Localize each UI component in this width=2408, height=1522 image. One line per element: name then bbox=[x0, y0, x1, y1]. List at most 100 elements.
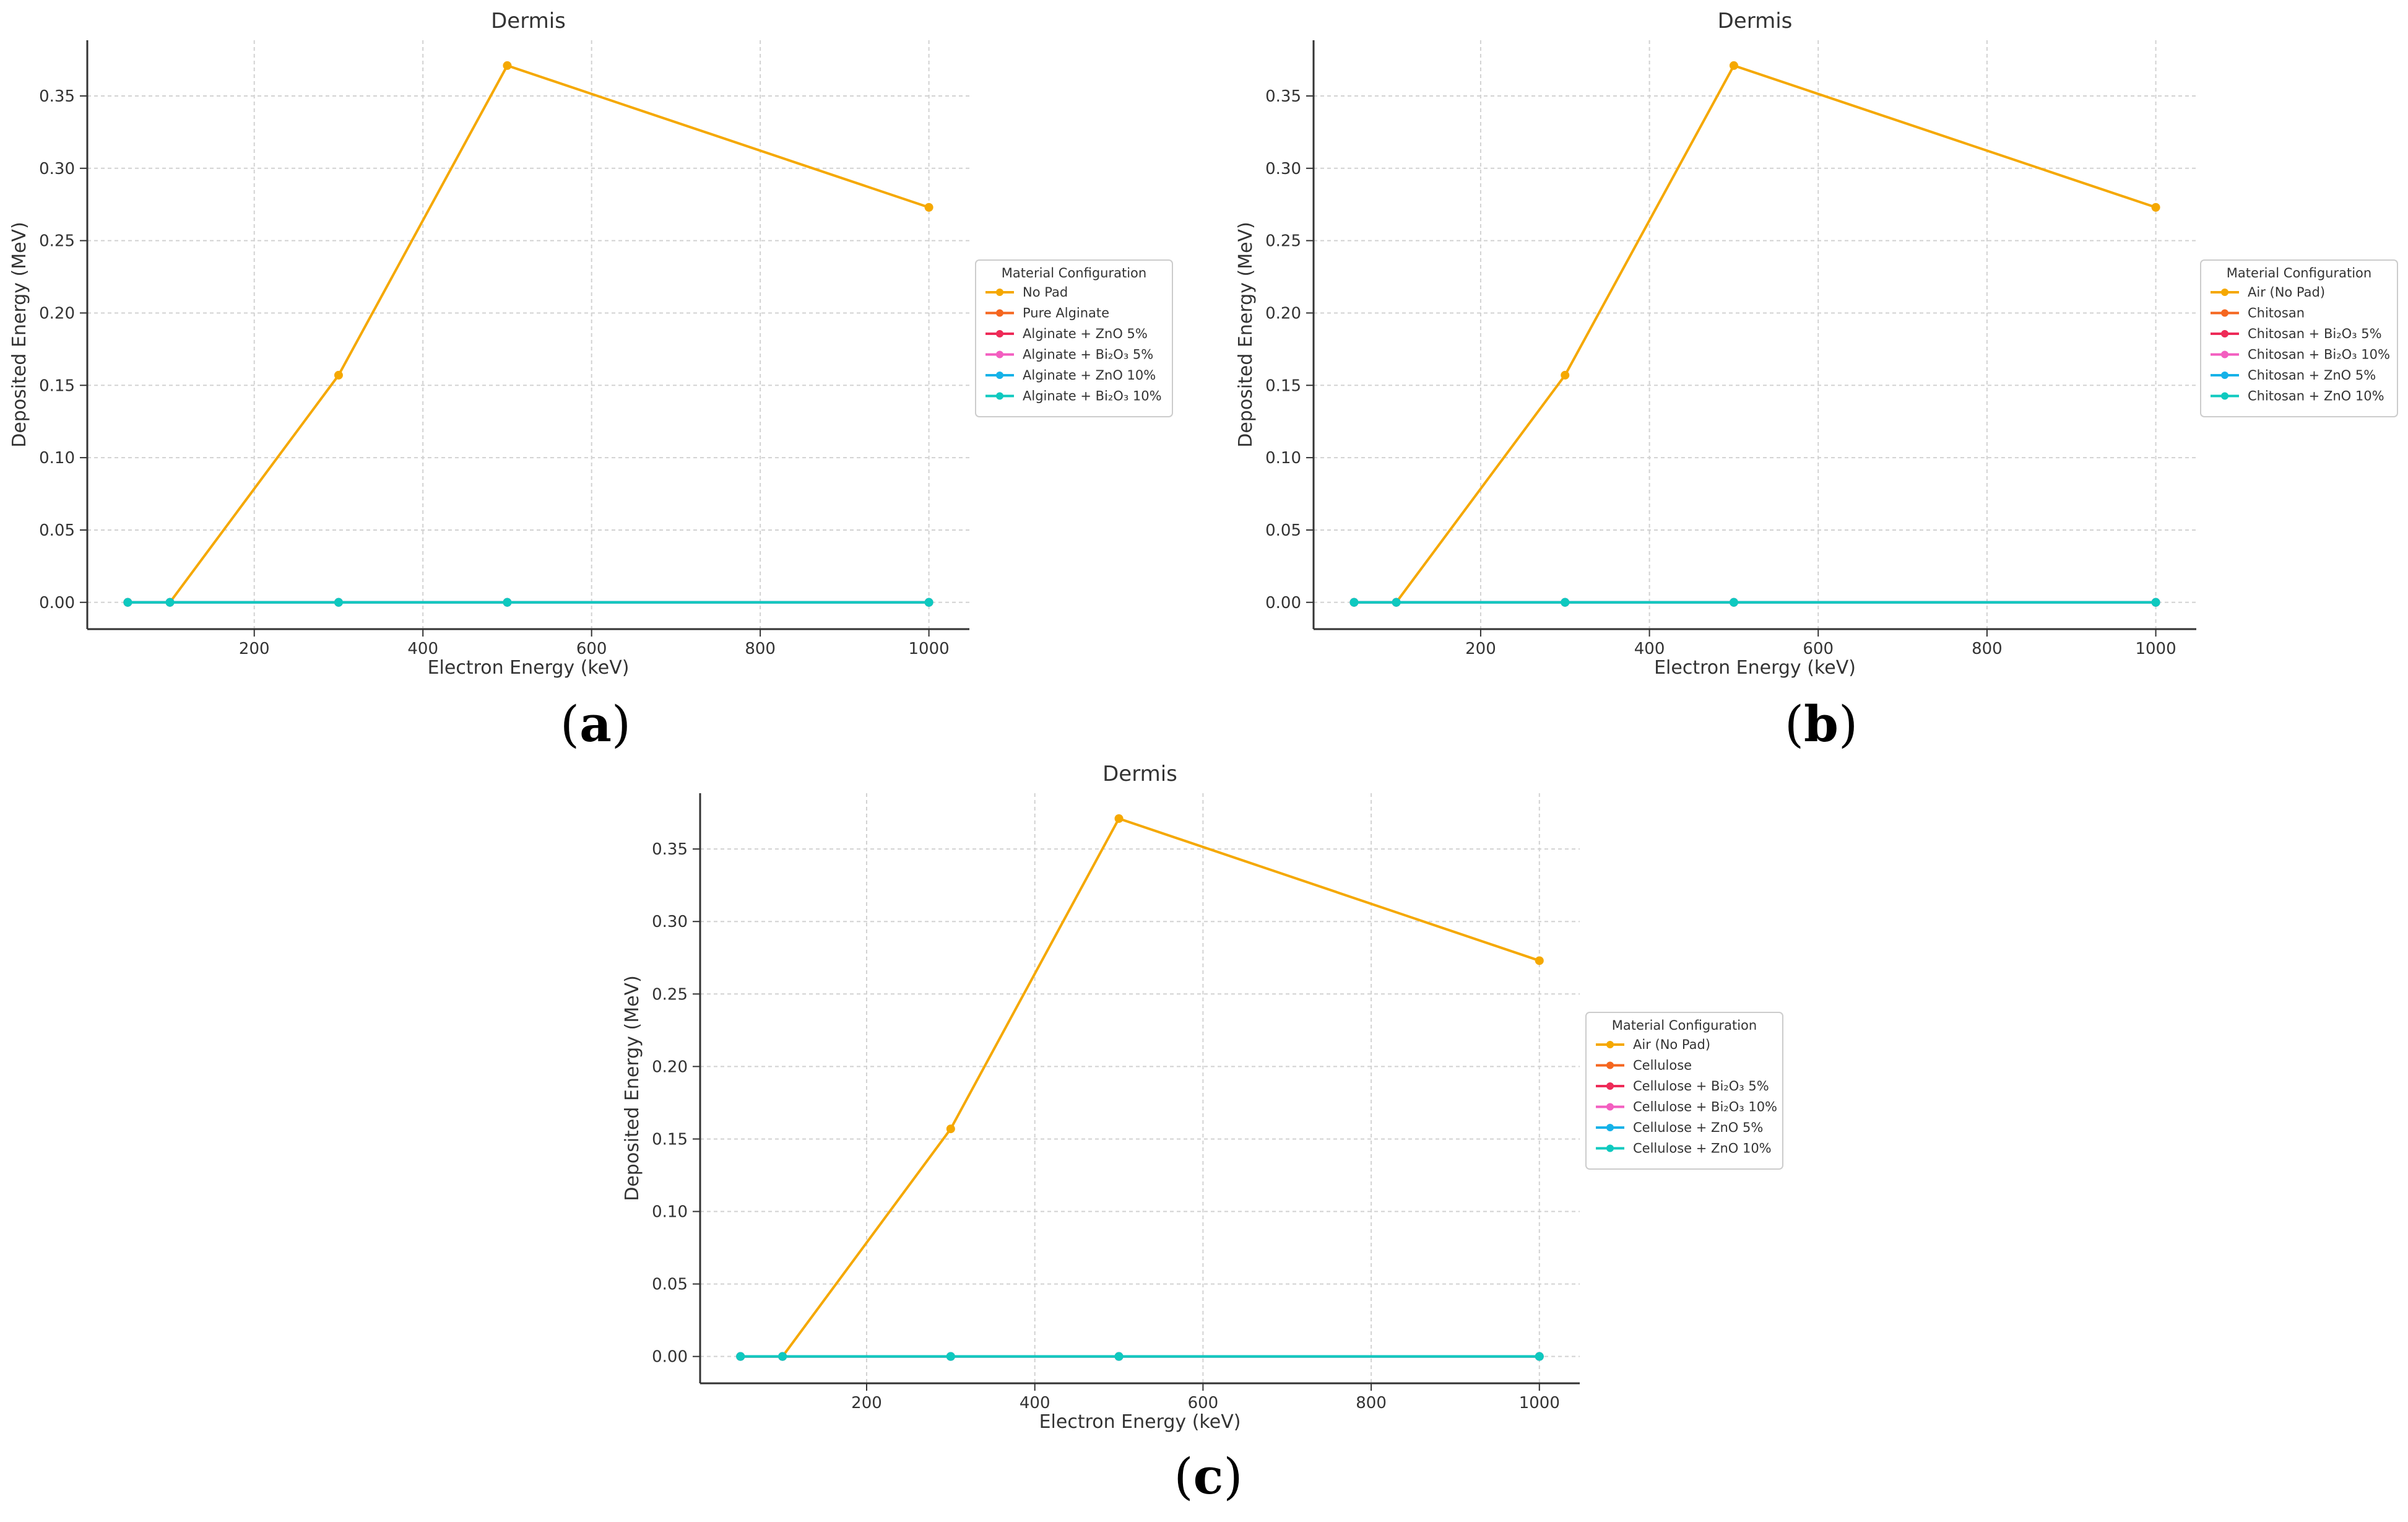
y-tick-label: 0.25 bbox=[652, 985, 688, 1004]
data-point bbox=[1114, 814, 1124, 823]
legend-marker bbox=[1606, 1124, 1614, 1131]
data-point bbox=[778, 1352, 787, 1361]
y-tick-label: 0.15 bbox=[652, 1130, 688, 1149]
legend-box bbox=[1585, 1012, 1783, 1170]
y-axis-label: Deposited Energy (MeV) bbox=[1235, 222, 1257, 448]
x-tick-label: 600 bbox=[1803, 640, 1834, 658]
data-point bbox=[123, 598, 132, 607]
x-tick-label: 400 bbox=[1020, 1394, 1050, 1412]
legend-entry: No Pad bbox=[1023, 285, 1068, 300]
panel-label: (b) bbox=[1785, 695, 1858, 753]
panel-label-letter: a bbox=[579, 695, 612, 753]
legend-title: Material Configuration bbox=[1002, 266, 1146, 280]
y-tick-label: 0.25 bbox=[39, 232, 75, 251]
legend-entry: Cellulose + Bi₂O₃ 10% bbox=[1633, 1100, 1777, 1115]
data-point bbox=[2151, 598, 2160, 607]
y-tick-label: 0.20 bbox=[652, 1058, 688, 1076]
x-tick-label: 800 bbox=[745, 640, 776, 658]
series-line bbox=[1354, 64, 2157, 604]
series-line bbox=[128, 64, 930, 604]
y-tick-label: 0.30 bbox=[1265, 160, 1301, 178]
legend-marker bbox=[2221, 289, 2228, 296]
chart-title: Dermis bbox=[491, 9, 566, 33]
x-tick-label: 200 bbox=[1465, 640, 1496, 658]
panel-label-close: ) bbox=[1838, 695, 1858, 753]
data-point bbox=[1561, 598, 1570, 607]
legend-marker bbox=[1606, 1082, 1614, 1090]
data-point bbox=[946, 1124, 955, 1134]
data-point bbox=[1392, 598, 1401, 607]
x-tick-label: 1000 bbox=[2135, 640, 2176, 658]
legend-marker bbox=[996, 289, 1003, 296]
panel-label-letter: b bbox=[1804, 695, 1838, 753]
y-tick-label: 0.10 bbox=[1265, 449, 1301, 467]
legend-entry: Cellulose + ZnO 10% bbox=[1633, 1141, 1772, 1156]
x-tick-label: 800 bbox=[1972, 640, 2003, 658]
legend-marker bbox=[996, 309, 1003, 317]
data-point bbox=[924, 598, 933, 607]
y-tick-label: 0.05 bbox=[1265, 521, 1301, 540]
data-point bbox=[1114, 1352, 1124, 1361]
x-tick-label: 200 bbox=[239, 640, 270, 658]
y-tick-label: 0.00 bbox=[1265, 594, 1301, 612]
data-point bbox=[334, 370, 343, 380]
legend-entry: Chitosan + Bi₂O₃ 10% bbox=[2248, 347, 2390, 362]
legend-marker bbox=[996, 392, 1003, 400]
x-tick-label: 400 bbox=[407, 640, 438, 658]
y-tick-label: 0.30 bbox=[652, 913, 688, 931]
data-point bbox=[1729, 61, 1738, 70]
data-point bbox=[2151, 202, 2160, 212]
legend-marker bbox=[996, 372, 1003, 379]
legend-marker bbox=[2221, 372, 2228, 379]
legend-entry: Chitosan bbox=[2248, 306, 2305, 321]
legend-marker bbox=[2221, 350, 2228, 359]
y-tick-label: 0.35 bbox=[39, 87, 75, 106]
data-point bbox=[1535, 956, 1544, 965]
y-tick-label: 0.00 bbox=[39, 594, 75, 612]
legend-entry: Chitosan + ZnO 5% bbox=[2248, 368, 2376, 383]
legend-entry: Alginate + ZnO 5% bbox=[1023, 326, 1148, 341]
legend-marker bbox=[996, 330, 1003, 337]
chart-panel: 200 400 600 800 1000 0.00 0.05 0.10 0.15 0.20 0.25… bbox=[1235, 9, 2398, 753]
y-axis-label: Deposited Energy (MeV) bbox=[9, 222, 30, 448]
panel-label-open: ( bbox=[1785, 695, 1804, 753]
x-tick-label: 1000 bbox=[909, 640, 950, 658]
y-tick-label: 0.35 bbox=[652, 840, 688, 859]
panel-label-letter: c bbox=[1193, 1447, 1224, 1505]
legend-entry: Alginate + ZnO 10% bbox=[1023, 368, 1156, 383]
data-point bbox=[334, 598, 343, 607]
legend-marker bbox=[1606, 1103, 1614, 1111]
x-tick-label: 600 bbox=[576, 640, 607, 658]
y-tick-label: 0.10 bbox=[39, 449, 75, 467]
y-tick-label: 0.15 bbox=[39, 376, 75, 395]
y-tick-label: 0.15 bbox=[1265, 376, 1301, 395]
panel-label-open: ( bbox=[1174, 1448, 1193, 1505]
x-tick-label: 800 bbox=[1356, 1394, 1387, 1412]
legend-marker bbox=[1606, 1041, 1614, 1048]
legend-entry: Chitosan + ZnO 10% bbox=[2248, 389, 2384, 404]
chart-title: Dermis bbox=[1718, 9, 1793, 33]
data-point bbox=[924, 202, 933, 212]
chart-title: Dermis bbox=[1102, 762, 1177, 786]
legend-entry: Alginate + Bi₂O₃ 5% bbox=[1023, 347, 1153, 362]
y-tick-label: 0.00 bbox=[652, 1348, 688, 1367]
series-line bbox=[740, 817, 1540, 1358]
legend-box bbox=[975, 259, 1173, 417]
legend-entry: Pure Alginate bbox=[1023, 306, 1109, 321]
legend-entry: Air (No Pad) bbox=[2248, 285, 2325, 300]
x-tick-label: 400 bbox=[1634, 640, 1665, 658]
legend-entry: Cellulose + ZnO 5% bbox=[1633, 1120, 1763, 1135]
legend-entry: Alginate + Bi₂O₃ 10% bbox=[1023, 389, 1162, 404]
chart-panel: 200 400 600 800 1000 0.00 0.05 0.10 0.15 0.20 0.25… bbox=[621, 762, 1783, 1505]
x-axis-label: Electron Energy (keV) bbox=[428, 657, 630, 679]
data-point bbox=[1729, 598, 1738, 607]
panel-label: (c) bbox=[1174, 1447, 1242, 1505]
x-tick-label: 600 bbox=[1188, 1394, 1219, 1412]
legend-entry: Chitosan + Bi₂O₃ 5% bbox=[2248, 326, 2382, 341]
chart-panel: 200 400 600 800 1000 0.00 0.05 0.10 0.15 0.20 0.25… bbox=[9, 9, 1173, 753]
y-axis-label: Deposited Energy (MeV) bbox=[621, 975, 643, 1201]
y-tick-label: 0.25 bbox=[1265, 232, 1301, 251]
legend-box bbox=[2200, 259, 2398, 417]
panel-label-open: ( bbox=[560, 695, 579, 753]
data-point bbox=[1561, 370, 1570, 380]
